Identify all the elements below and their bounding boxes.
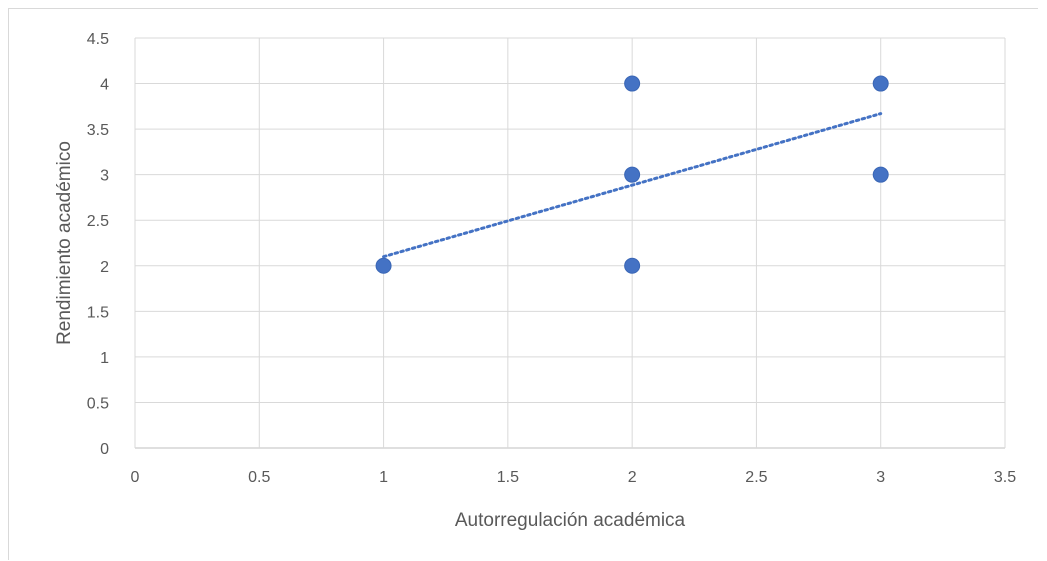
data-point [624, 257, 641, 274]
data-point [872, 75, 889, 92]
x-tick-label: 1.5 [497, 469, 519, 486]
data-point [624, 75, 641, 92]
x-tick-label: 3.5 [994, 469, 1016, 486]
trendline-path [382, 112, 883, 259]
y-tick-label: 1 [100, 350, 109, 367]
x-tick-label: 0 [131, 469, 140, 486]
x-tick-label: 2.5 [745, 469, 767, 486]
x-axis-title: Autorregulación académica [455, 510, 686, 531]
trendline [382, 112, 883, 259]
y-tick-label: 4 [100, 77, 109, 94]
data-point [375, 257, 392, 274]
y-tick-label: 3.5 [87, 122, 109, 139]
tick-labels: 0 0.5 1 1.5 2 2.5 3 3.5 4 4.5 0 0.5 1 1.5 2 2.5 3 3.5 [87, 31, 1016, 486]
y-tick-label: 4.5 [87, 31, 109, 48]
x-tick-label: 2 [628, 469, 637, 486]
x-tick-label: 3 [876, 469, 885, 486]
x-tick-label: 0.5 [248, 469, 270, 486]
data-point [624, 166, 641, 183]
data-points [375, 75, 889, 274]
y-tick-label: 0.5 [87, 395, 109, 412]
chart-frame [8, 8, 1038, 560]
y-tick-label: 3 [100, 168, 109, 185]
y-tick-label: 0 [100, 441, 109, 458]
y-tick-label: 2.5 [87, 213, 109, 230]
gridlines [134, 37, 1006, 449]
data-point [872, 166, 889, 183]
y-tick-label: 1.5 [87, 304, 109, 321]
x-tick-label: 1 [379, 469, 388, 486]
y-axis-title: Rendimiento académico [54, 141, 75, 345]
y-tick-label: 2 [100, 259, 109, 276]
